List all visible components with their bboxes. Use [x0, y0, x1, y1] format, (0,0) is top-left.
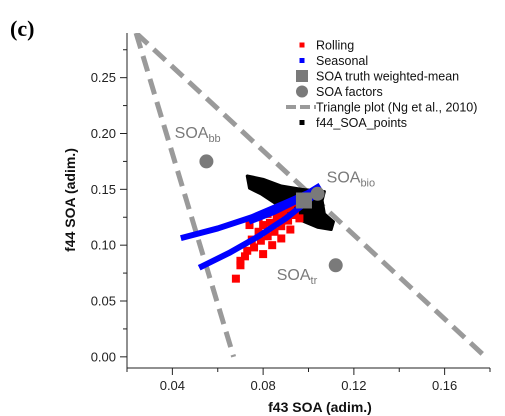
annotations: SOAbb SOAbio SOAtr [175, 125, 375, 287]
rolling-point-7 [272, 215, 281, 224]
rolling-point-15 [270, 227, 279, 236]
legend-label-5: f44_SOA_points [316, 116, 407, 130]
legend-label-4: Triangle plot (Ng et al., 2010) [316, 101, 477, 115]
rolling-point-9 [286, 204, 295, 213]
rolling-point-29 [286, 225, 295, 234]
rolling-point-13 [256, 236, 265, 245]
rolling-point-27 [268, 241, 277, 250]
legend-swatch-factors [296, 85, 308, 98]
rolling-point-24 [236, 256, 245, 265]
y-tick-label-1: 0.05 [91, 294, 116, 309]
y-axis-title: f44 SOA (adim.) [62, 148, 78, 252]
rolling-point-17 [284, 216, 293, 225]
legend-label-0: Rolling [316, 39, 354, 53]
soa-annotation-bio: SOAbio [327, 170, 375, 190]
rolling-point-25 [240, 252, 249, 261]
x-tick-label-2: 0.12 [341, 378, 366, 393]
rolling-point-19 [245, 221, 254, 230]
soa-annotation-tr: SOAtr [277, 267, 318, 287]
rolling-point-8 [279, 209, 288, 218]
triangle-line-0 [133, 33, 237, 358]
x-tick-label-1: 0.08 [250, 378, 275, 393]
rolling-point-2 [243, 246, 252, 255]
rolling-point-0 [231, 274, 240, 283]
legend-swatch-rolling [299, 42, 305, 48]
x-tick-label-3: 0.16 [432, 378, 457, 393]
legend-label-2: SOA truth weighted-mean [316, 70, 459, 84]
rolling-point-14 [263, 232, 272, 241]
x-tick-label-0: 0.04 [160, 378, 185, 393]
y-tick-label-5: 0.25 [91, 70, 116, 85]
y-tick-label-4: 0.20 [91, 126, 116, 141]
rolling-point-30 [295, 214, 304, 223]
rolling-point-5 [259, 221, 268, 230]
data-marks [133, 33, 488, 359]
y-tick-label-0: 0.00 [91, 349, 116, 364]
soa-truth-mean-point-0 [295, 192, 312, 209]
legend-label-1: Seasonal [316, 54, 368, 68]
axes: 0.04 0.08 0.12 0.16 0.00 0.05 0.10 0.15 0.20 0.25 [91, 33, 491, 393]
soa-factor-point-0 [199, 154, 214, 169]
y-tick-label-2: 0.10 [91, 238, 116, 253]
y-tick-label-3: 0.15 [91, 182, 116, 197]
triangle-line-1 [134, 33, 488, 359]
soa-factor-point-2 [328, 258, 343, 273]
rolling-point-28 [277, 234, 286, 243]
legend-label-3: SOA factors [316, 85, 383, 99]
rolling-point-1 [236, 261, 245, 270]
legend-swatch-f44 [299, 120, 305, 125]
panel-label: (c) [10, 16, 34, 41]
legend-swatch-truth [296, 70, 308, 82]
rolling-point-6 [265, 218, 274, 227]
rolling-point-16 [277, 222, 286, 231]
rolling-point-4 [254, 227, 263, 236]
rolling-point-12 [250, 243, 259, 252]
legend-swatch-seasonal [299, 58, 305, 63]
x-axis-title: f43 SOA (adim.) [268, 399, 372, 415]
soa-factor-point-1 [310, 186, 325, 201]
soa-annotation-bb: SOAbb [175, 125, 221, 145]
rolling-point-26 [259, 250, 268, 259]
